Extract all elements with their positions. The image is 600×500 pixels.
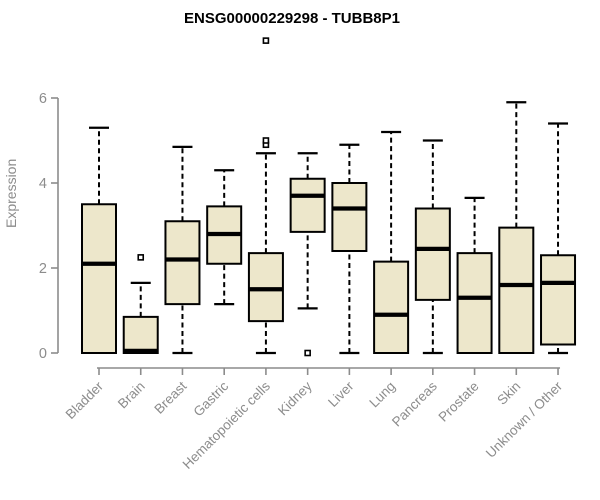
outlier-point [262,37,270,44]
box [289,177,326,233]
x-tick-label: Lung [366,379,398,411]
x-tick-label: Liver [325,378,357,410]
box [498,226,535,354]
box [164,220,201,306]
x-tick-label: Kidney [275,378,315,418]
box [456,252,493,354]
x-tick-label: Unknown / Other [483,378,566,461]
chart-title: ENSG00000229298 - TUBB8P1 [184,10,400,27]
x-tick-label: Brain [115,379,148,412]
x-tick-label: Pancreas [389,378,440,429]
x-tick-label: Breast [151,378,189,416]
y-tick-label: 6 [39,91,47,107]
y-tick-label: 2 [39,261,47,277]
box [122,315,159,354]
x-tick-label: Gastric [190,378,231,419]
y-tick-label: 4 [39,176,47,192]
box [540,254,577,346]
outlier-point [304,349,311,357]
x-tick-label: Bladder [63,378,107,422]
box [247,252,284,323]
box [331,182,368,252]
outlier-point [262,137,270,144]
x-tick-label: Skin [494,379,523,408]
y-tick-label: 0 [39,346,47,362]
outlier-point [137,254,145,261]
box [414,207,451,301]
box [81,203,117,354]
x-tick-label: Prostate [436,379,482,425]
box [373,260,410,354]
